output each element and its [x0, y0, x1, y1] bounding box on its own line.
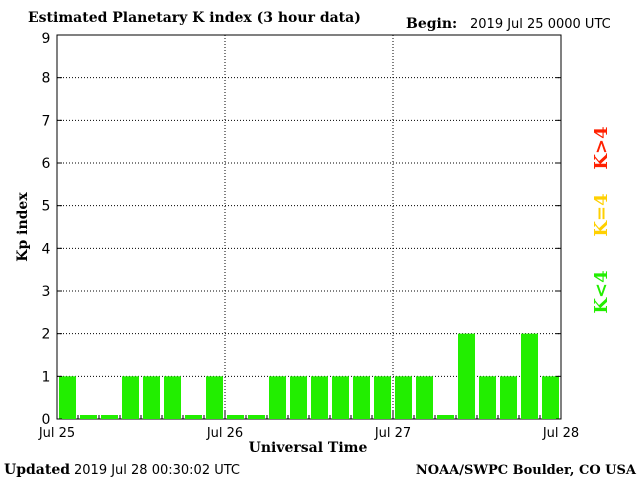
x-tick-label: Jul 25: [38, 426, 75, 441]
kp-bar: [521, 333, 538, 419]
y-tick-label: 4: [42, 241, 51, 257]
kp-bar: [542, 376, 559, 419]
kp-bar: [80, 415, 97, 419]
grid-lines: [57, 35, 561, 419]
y-tick-label: 7: [42, 113, 51, 129]
kp-bar: [479, 376, 496, 419]
plot-area: [56, 34, 562, 420]
x-axis-ticks: Jul 25 Jul 26 Jul 27 Jul 28: [38, 411, 579, 441]
chart-title: Estimated Planetary K index (3 hour data…: [28, 10, 361, 26]
kp-bar: [311, 376, 328, 419]
begin-label: Begin:: [406, 16, 457, 32]
y-tick-label: 6: [42, 156, 51, 172]
x-axis-label: Universal Time: [249, 440, 368, 456]
kp-bar: [437, 415, 454, 419]
y-tick-label: 8: [42, 71, 51, 87]
y-axis-ticks: 0 1 2 3 4 5 6 7 8 9: [42, 31, 561, 428]
kp-bar: [101, 415, 118, 419]
legend-k-equal-4: K=4: [591, 193, 612, 236]
updated-label: Updated: [4, 462, 70, 478]
kp-bar: [206, 376, 223, 419]
kp-bar: [500, 376, 517, 419]
y-tick-label: 1: [42, 369, 51, 385]
bar-series: [59, 333, 559, 419]
updated-value: 2019 Jul 28 00:30:02 UTC: [74, 463, 240, 478]
y-tick-label: 0: [42, 412, 51, 428]
kp-bar: [248, 415, 265, 419]
y-tick-label: 5: [42, 199, 51, 215]
kp-bar: [185, 415, 202, 419]
x-tick-label: Jul 28: [542, 426, 579, 441]
kp-bar: [374, 376, 391, 419]
kp-bar: [395, 376, 412, 419]
kp-bar: [416, 376, 433, 419]
kp-bar: [332, 376, 349, 419]
y-tick-label: 2: [42, 327, 51, 343]
y-tick-label: 3: [42, 284, 51, 300]
kp-bar: [59, 376, 76, 419]
x-tick-label: Jul 26: [206, 426, 243, 441]
kp-bar: [143, 376, 160, 419]
kp-bar: [164, 376, 181, 419]
source-credit: NOAA/SWPC Boulder, CO USA: [416, 463, 637, 478]
kp-bar: [122, 376, 139, 419]
x-tick-label: Jul 27: [374, 426, 411, 441]
legend-k-greater-4: K>4: [591, 126, 612, 169]
legend-k-less-4: K<4: [591, 270, 612, 313]
kp-bar: [458, 333, 475, 419]
kp-bar: [290, 376, 307, 419]
kp-bar: [227, 415, 244, 419]
y-axis-label: Kp index: [15, 192, 31, 262]
kp-bar: [269, 376, 286, 419]
y-tick-label: 9: [42, 31, 51, 47]
kp-bar: [353, 376, 370, 419]
begin-value: 2019 Jul 25 0000 UTC: [470, 17, 611, 32]
